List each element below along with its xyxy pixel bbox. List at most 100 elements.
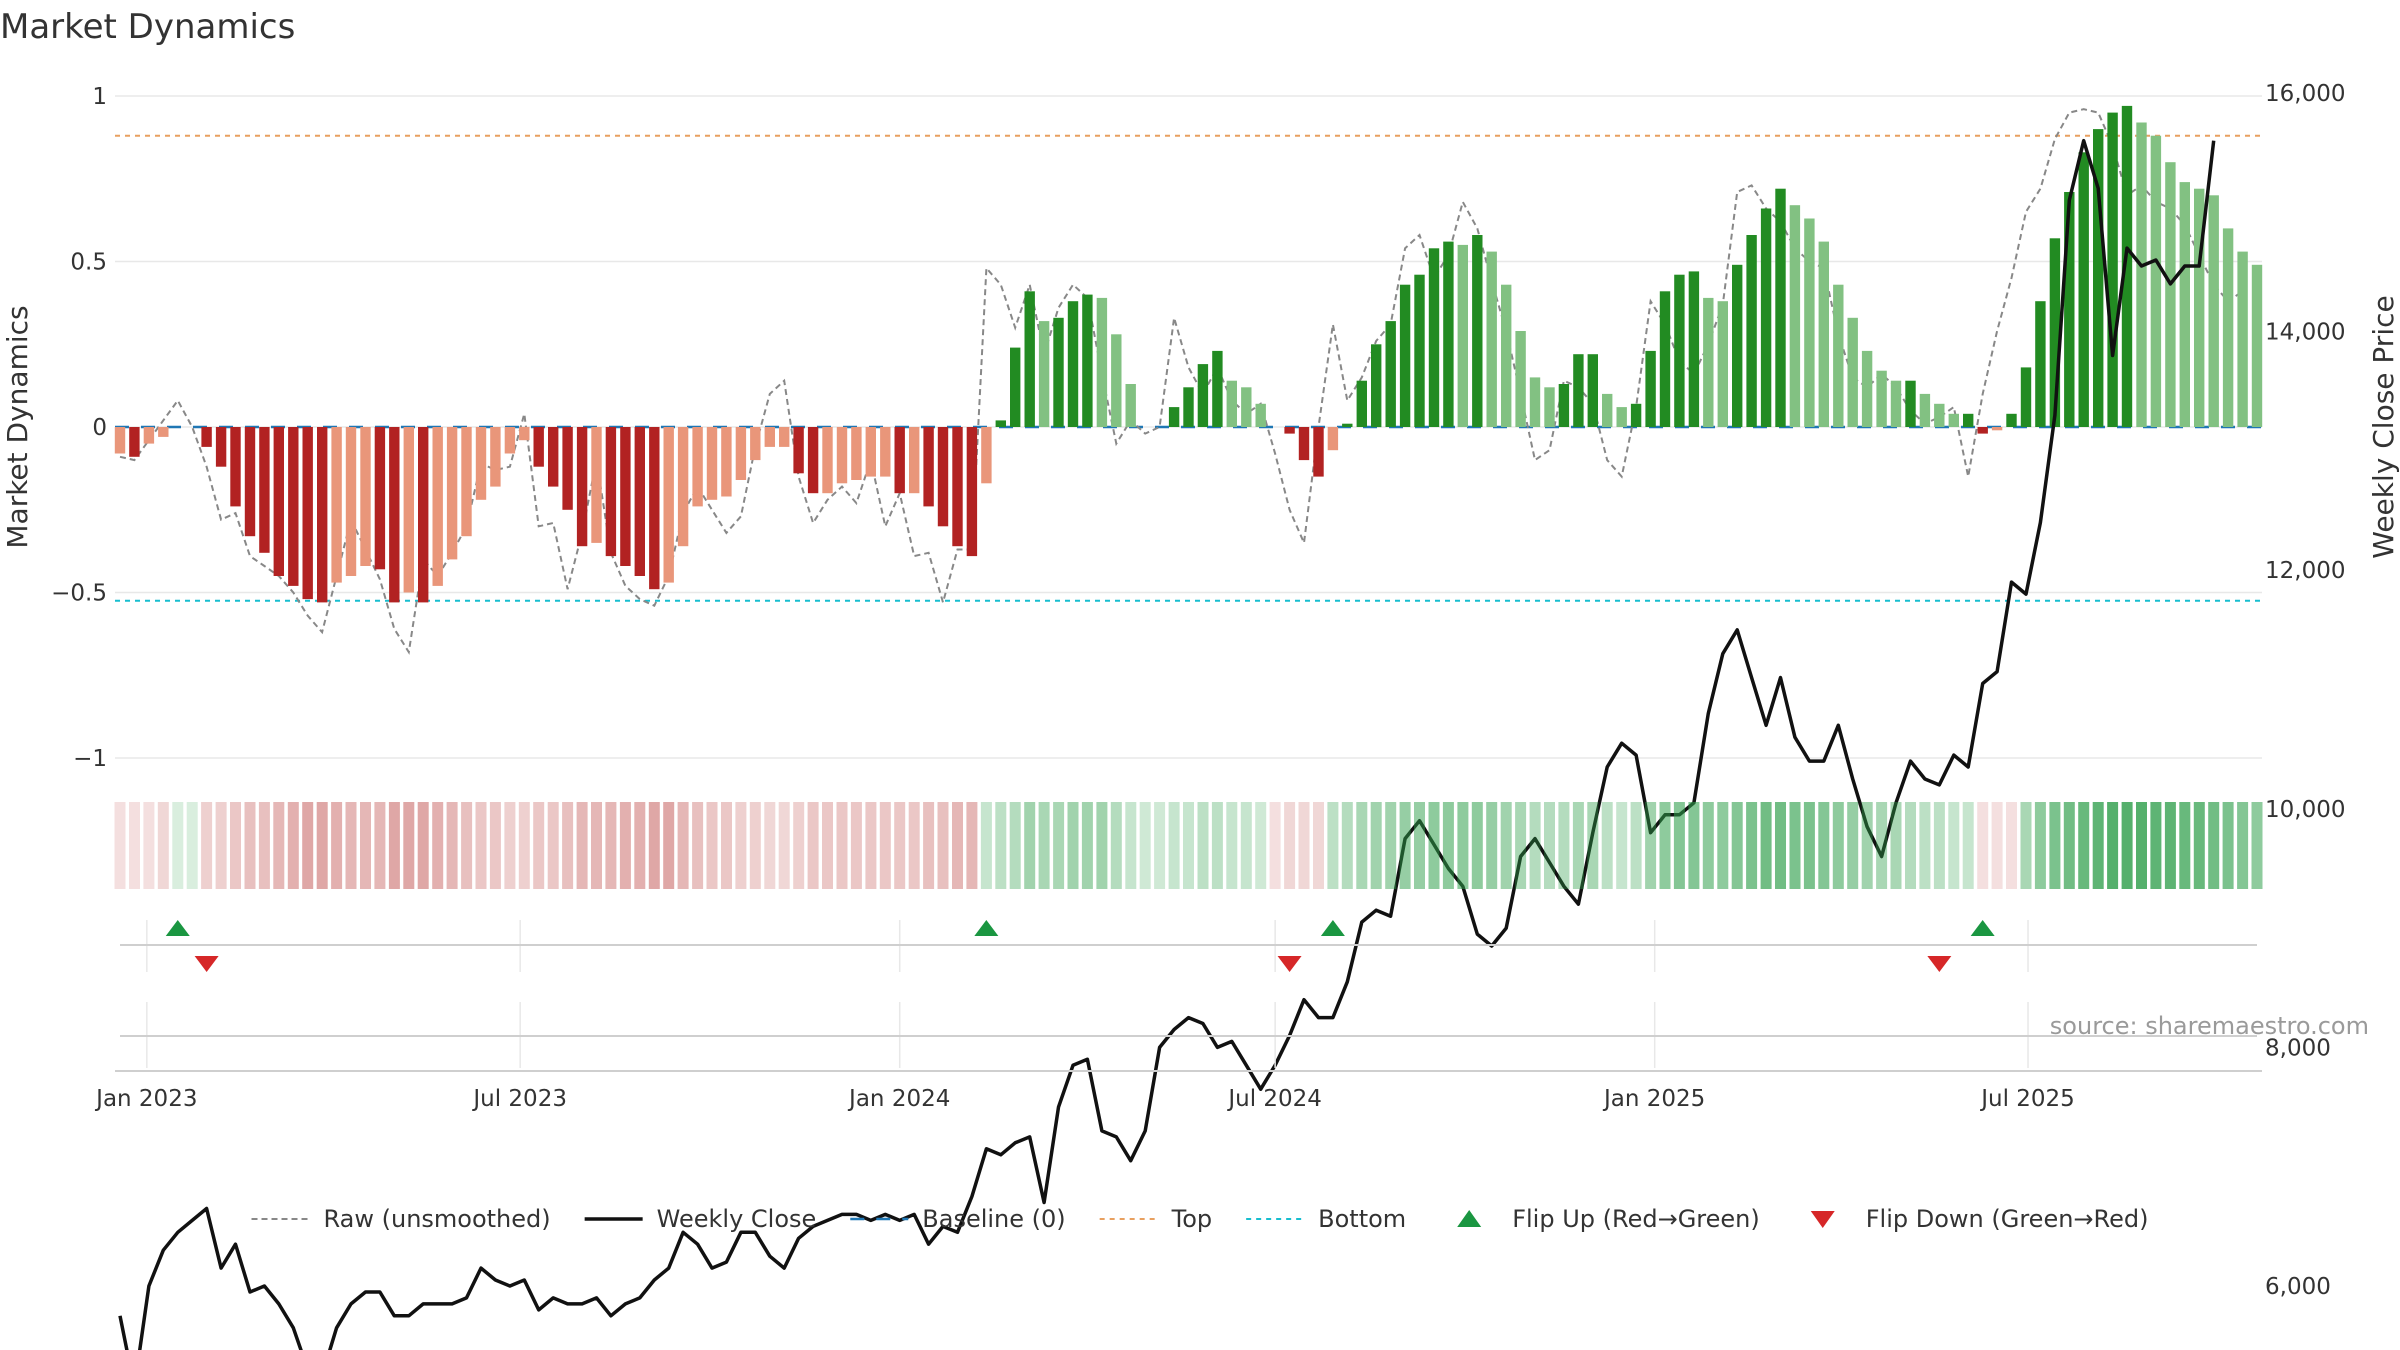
dynamics-bar <box>1847 317 1858 427</box>
dynamics-bar <box>302 427 313 600</box>
dynamics-bar <box>1746 235 1757 427</box>
dynamics-bar <box>1399 284 1411 427</box>
dynamics-bar <box>1226 380 1237 427</box>
regime-cell <box>1789 802 1801 889</box>
regime-cell <box>1414 802 1425 889</box>
dynamics-bar <box>1963 413 1974 427</box>
regime-cell <box>1327 802 1339 889</box>
dynamics-bar <box>2222 228 2234 427</box>
regime-cell <box>2020 802 2032 889</box>
regime-cell <box>1630 802 1642 889</box>
dynamics-bar <box>1991 427 2003 431</box>
dynamics-bar <box>2251 264 2263 427</box>
dynamics-bar <box>1342 423 1353 427</box>
regime-cell <box>1139 802 1151 889</box>
dynamics-bar <box>937 427 949 527</box>
regime-cell <box>1428 802 1440 889</box>
dynamics-bar <box>1284 427 1295 434</box>
regime-cell <box>908 802 920 889</box>
regime-cell <box>1601 802 1613 889</box>
regime-cell <box>1211 802 1223 889</box>
regime-cell <box>1125 802 1137 889</box>
dynamics-bar <box>1659 291 1671 427</box>
regime-cell <box>749 802 761 889</box>
left-axis-title: Market Dynamics <box>1 305 34 548</box>
dynamics-bar <box>1630 403 1642 427</box>
dynamics-bar <box>605 427 617 557</box>
dynamics-bar <box>548 427 559 487</box>
regime-cell <box>778 802 790 889</box>
dynamics-bar <box>677 427 689 547</box>
dynamics-bar <box>230 427 241 507</box>
regime-cell <box>461 802 473 889</box>
regime-cell <box>793 802 805 889</box>
dynamics-bar <box>1414 274 1425 427</box>
dynamics-bar <box>1125 384 1136 427</box>
dynamics-bar <box>374 427 386 570</box>
regime-cell <box>1760 802 1772 889</box>
dynamics-bar <box>432 427 443 586</box>
dynamics-bar <box>966 427 978 557</box>
regime-cell <box>1587 802 1599 889</box>
regime-cell <box>1442 802 1454 889</box>
dynamics-bar <box>750 427 761 461</box>
dynamics-bar <box>1327 427 1339 451</box>
regime-cell <box>822 802 833 889</box>
regime-cell <box>1067 802 1079 889</box>
flip-up-marker <box>974 920 999 936</box>
dynamics-bar <box>1371 344 1382 428</box>
legend-label: Baseline (0) <box>922 1205 1065 1233</box>
dynamics-bar <box>981 427 992 484</box>
regime-cell <box>201 802 213 889</box>
dynamics-bar <box>2006 413 2017 427</box>
lower-panel <box>115 1002 2262 1072</box>
dynamics-bar <box>1732 264 1743 427</box>
dynamics-bar <box>952 427 963 547</box>
legend: Raw (unsmoothed) Weekly Close Baseline (0)… <box>251 1205 2148 1233</box>
legend-label: Top <box>1171 1205 1213 1233</box>
dynamics-bar <box>331 427 342 583</box>
dynamics-bar <box>158 427 169 437</box>
regime-cell <box>619 802 631 889</box>
dynamics-bar <box>1197 364 1209 427</box>
regime-cell <box>1500 802 1512 889</box>
regime-cell <box>504 802 516 889</box>
legend-item-baseline: Baseline (0) <box>850 1205 1066 1233</box>
dynamics-bar <box>692 427 703 507</box>
legend-item-close: Weekly Close <box>584 1205 816 1233</box>
legend-item-raw: Raw (unsmoothed) <box>251 1205 551 1233</box>
dynamics-bar <box>1212 350 1223 427</box>
dynamics-bar <box>851 427 862 480</box>
regime-cell <box>1991 802 2003 889</box>
dynamics-bar <box>1688 271 1700 427</box>
regime-cell <box>417 802 429 889</box>
legend-label: Raw (unsmoothed) <box>324 1205 551 1233</box>
regime-cell <box>1197 802 1209 889</box>
regime-cell <box>360 802 371 889</box>
dynamics-bar <box>129 427 140 457</box>
dynamics-bar <box>1934 403 1945 427</box>
x-tick-label: Jul 2024 <box>1226 1086 1322 1112</box>
dynamics-bar <box>2020 367 2032 427</box>
dynamics-bar <box>2208 195 2219 427</box>
right-tick-label: 10,000 <box>2265 797 2345 823</box>
regime-cell <box>663 802 675 889</box>
dynamics-bar <box>822 427 833 494</box>
left-tick-label: −1 <box>73 746 107 772</box>
regime-cell <box>2251 802 2263 889</box>
regime-cell <box>952 802 963 889</box>
dynamics-bar <box>1486 251 1497 427</box>
dynamics-bar <box>2165 162 2176 427</box>
regime-cell <box>634 802 646 889</box>
right-tick-label: 6,000 <box>2265 1274 2331 1300</box>
regime-cell <box>1890 802 1902 889</box>
dynamics-bar <box>244 427 256 537</box>
regime-cell <box>273 802 285 889</box>
dynamics-bar <box>706 427 718 500</box>
dynamics-bar <box>2049 238 2061 427</box>
regime-cell <box>1457 802 1469 889</box>
regime-cell <box>2136 802 2147 889</box>
regime-cell <box>706 802 718 889</box>
dynamics-bar <box>2237 251 2248 427</box>
raw-line <box>119 108 2244 655</box>
